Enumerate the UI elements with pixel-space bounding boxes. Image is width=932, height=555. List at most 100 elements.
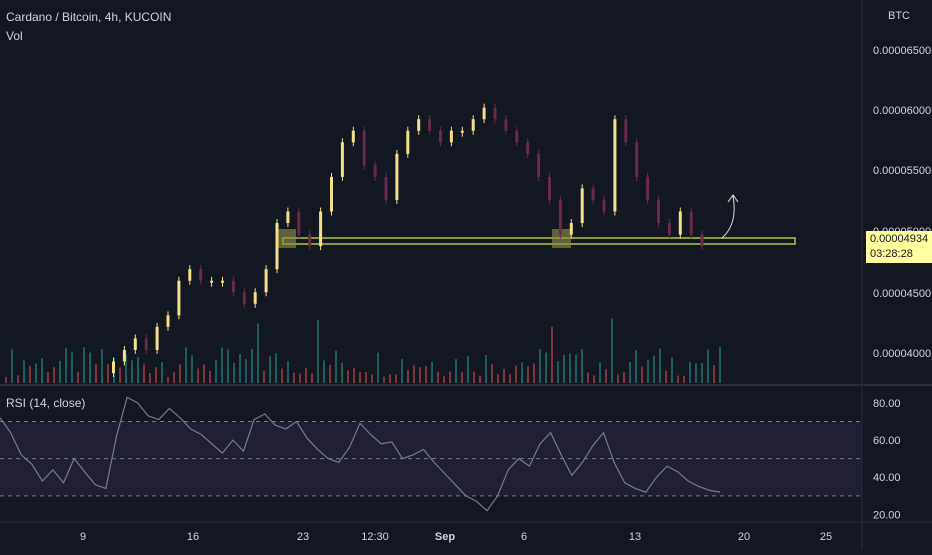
volume-bar — [719, 347, 721, 383]
candle-body — [471, 119, 475, 131]
candle-body — [319, 211, 323, 247]
candle-body — [548, 176, 551, 200]
candle-body — [166, 315, 170, 327]
candle-body — [221, 280, 224, 283]
volume-indicator-label[interactable]: Vol — [6, 29, 23, 43]
candle-body — [199, 269, 203, 281]
volume-bar — [35, 363, 37, 383]
volume-bar — [587, 372, 589, 383]
volume-bar — [251, 348, 253, 383]
volume-bar — [677, 375, 679, 383]
volume-bar — [437, 371, 439, 383]
price-axis-tick: 0.00005500 — [873, 165, 931, 177]
rsi-axis-tick: 20.00 — [873, 509, 901, 521]
volume-bar — [449, 371, 451, 383]
volume-bar — [707, 349, 709, 383]
volume-bar — [503, 368, 505, 383]
candle-body — [569, 223, 573, 235]
volume-bar — [695, 363, 697, 383]
candle-body — [493, 107, 497, 120]
candle-body — [591, 188, 595, 200]
volume-bar — [527, 366, 529, 383]
candle-body — [308, 234, 312, 247]
volume-bar — [365, 371, 367, 383]
volume-bar — [539, 349, 541, 383]
candle-body — [373, 165, 377, 177]
candle-body — [177, 280, 181, 316]
candle-body — [449, 130, 453, 143]
volume-bar — [641, 366, 643, 383]
volume-bar — [233, 362, 235, 383]
candle-body — [112, 361, 115, 373]
candle-body — [253, 292, 257, 304]
volume-bar — [467, 356, 469, 383]
volume-bar — [647, 359, 649, 383]
volume-bar — [191, 355, 193, 383]
volume-bar — [329, 364, 331, 383]
volume-bar — [455, 359, 457, 383]
volume-bar — [461, 372, 463, 383]
volume-bar — [683, 376, 685, 383]
time-axis-tick: Sep — [435, 531, 455, 543]
volume-bar — [5, 377, 7, 383]
volume-bar — [317, 319, 319, 383]
volume-bar — [623, 372, 625, 383]
volume-bar — [59, 360, 61, 383]
volume-bar — [71, 352, 73, 383]
volume-bar — [275, 353, 277, 383]
volume-bar — [107, 363, 109, 383]
candle-body — [351, 130, 355, 143]
volume-bar — [185, 347, 187, 383]
volume-bar — [713, 364, 715, 383]
rsi-indicator-label[interactable]: RSI (14, close) — [6, 396, 86, 410]
volume-bar — [287, 361, 289, 383]
bar-countdown: 03:28:28 — [870, 248, 913, 260]
volume-bar — [281, 368, 283, 383]
volume-bar — [143, 364, 145, 383]
volume-bar — [155, 367, 157, 383]
volume-bar — [521, 362, 523, 383]
candle-body — [406, 130, 410, 154]
candle-body — [362, 130, 366, 166]
volume-bar — [431, 361, 433, 383]
volume-bar — [23, 360, 25, 383]
volume-bar — [131, 360, 133, 383]
time-axis-tick: 16 — [187, 531, 199, 543]
rsi-line — [0, 396, 721, 512]
volume-bar — [413, 365, 415, 383]
volume-bar — [161, 362, 163, 383]
volume-bar — [299, 373, 301, 383]
volume-bar — [83, 347, 85, 383]
symbol-title[interactable]: Cardano / Bitcoin, 4h, KUCOIN — [6, 10, 172, 24]
volume-bar — [479, 375, 481, 383]
volume-bar — [515, 365, 517, 383]
candle-body — [264, 269, 268, 293]
candle-body — [482, 107, 486, 120]
volume-bar — [359, 371, 361, 383]
volume-bar — [47, 372, 49, 383]
volume-bar — [65, 347, 67, 383]
candle-body — [657, 199, 660, 224]
volume-bar — [197, 368, 199, 383]
volume-bar — [137, 357, 139, 383]
volume-bar — [557, 361, 559, 383]
volume-bar — [443, 376, 445, 383]
candle-body — [558, 199, 562, 235]
volume-bar — [473, 371, 475, 383]
candle-body — [144, 338, 148, 350]
volume-bar — [533, 363, 535, 383]
volume-bar — [11, 349, 13, 383]
candle-body — [515, 130, 519, 143]
volume-bar — [335, 350, 337, 383]
candle-body — [330, 176, 333, 212]
candle-body — [188, 269, 192, 281]
candle-series — [112, 103, 704, 377]
volume-bar — [383, 376, 385, 383]
annotation-arrow — [721, 195, 735, 239]
volume-bar — [53, 367, 55, 383]
volume-bar — [689, 362, 691, 383]
price-axis-tick: 0.00004500 — [873, 288, 931, 300]
volume-bar — [179, 364, 181, 383]
